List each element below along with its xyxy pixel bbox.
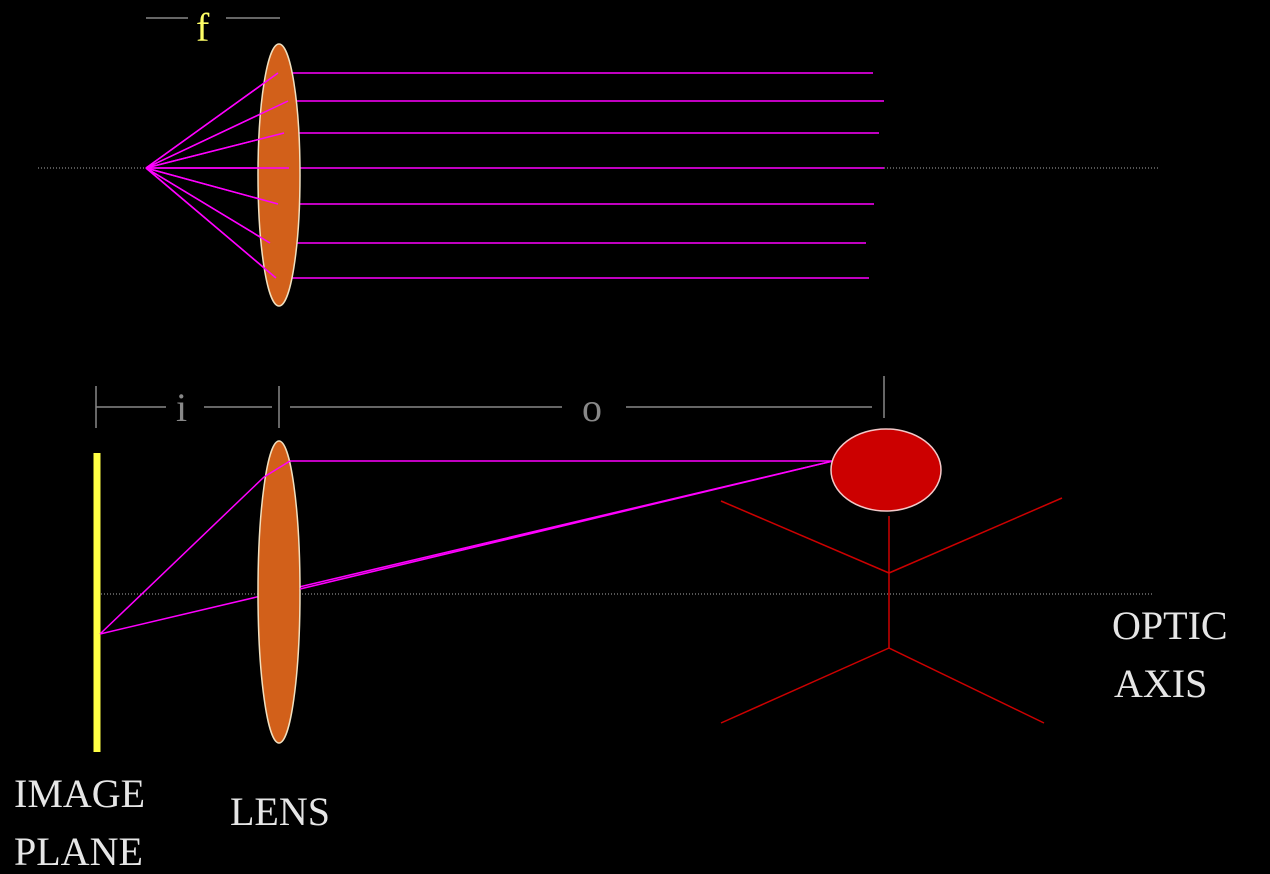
ray: [145, 167, 869, 279]
ray: [145, 72, 873, 169]
lens-bottom: [257, 440, 301, 744]
object-head: [830, 428, 942, 512]
image-plane-label-line2: PLANE: [14, 829, 143, 874]
parallel-rays: [145, 72, 884, 279]
object-distance-label: o: [582, 385, 602, 430]
imaging-diagram: [93, 376, 1152, 752]
stick-figure-object: [720, 497, 1063, 724]
distance-dimensions: [95, 376, 885, 428]
image-plane-label-line1: IMAGE: [14, 771, 146, 816]
ray: [145, 100, 884, 169]
ray: [145, 167, 874, 205]
optic-axis-label-line1: OPTIC: [1112, 603, 1228, 648]
imaging-rays-front: [263, 460, 834, 590]
lens-label: LENS: [230, 789, 330, 834]
ray: [145, 132, 879, 169]
parallel-rays-front: [145, 72, 289, 279]
focal-length-diagram: [38, 17, 1158, 307]
optic-axis-label-line2: AXIS: [1114, 661, 1208, 706]
ray: [145, 167, 866, 244]
focal-length-label: f: [196, 5, 210, 50]
image-distance-label: i: [176, 385, 188, 430]
